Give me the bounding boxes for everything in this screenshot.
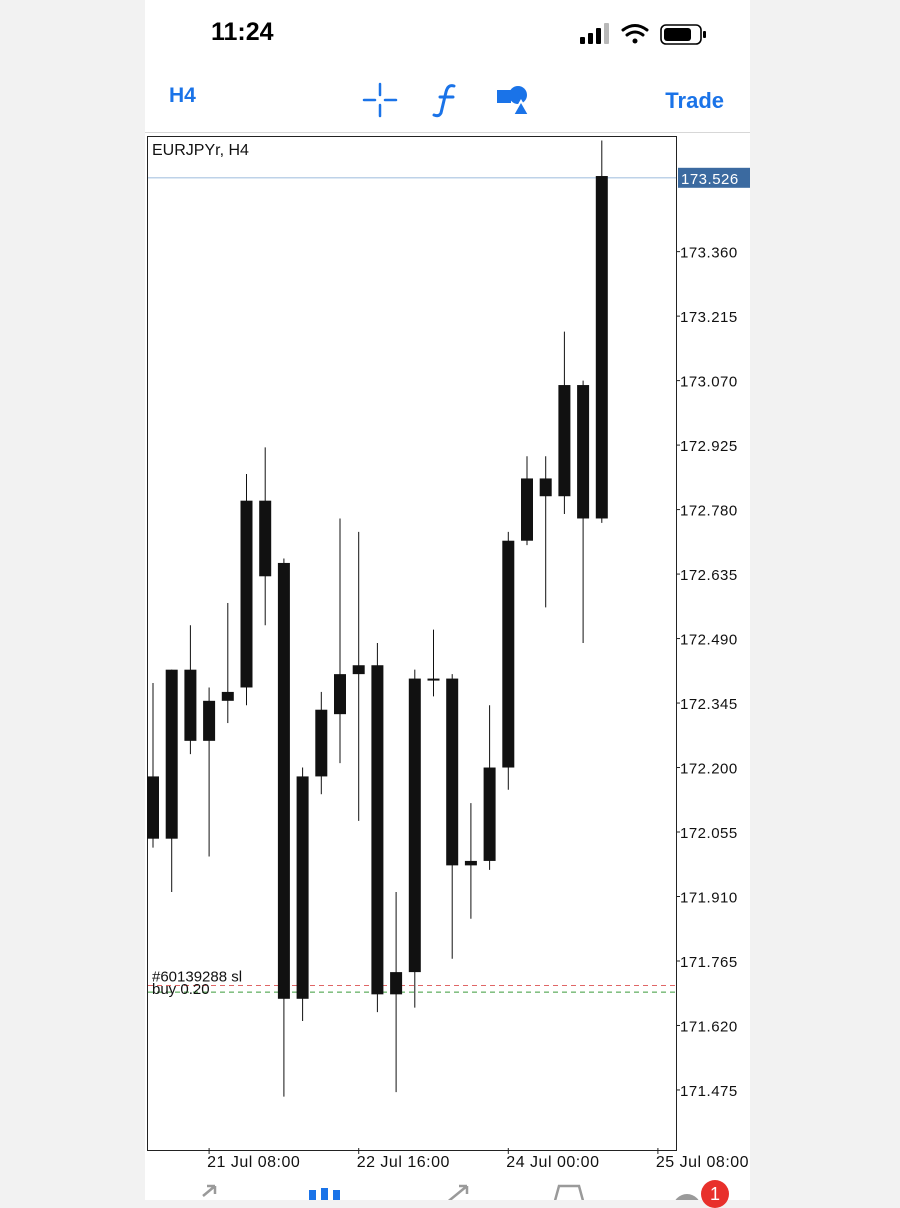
chart-toolbar: H4 Trade	[145, 66, 750, 133]
chart-tab-icon[interactable]	[305, 1182, 345, 1200]
bottom-navigation	[145, 1178, 750, 1200]
status-bar: 11:24	[145, 0, 750, 66]
current-price-tag	[678, 167, 750, 188]
x-tick-label: 21 Jul 08:00	[207, 1154, 300, 1171]
x-tick-label: 22 Jul 16:00	[357, 1154, 450, 1171]
candle-body	[315, 709, 328, 777]
phone-screen: 11:24 H4	[145, 0, 750, 1208]
candle-body	[259, 500, 272, 577]
candle-body	[595, 176, 608, 519]
y-tick-label: 173.070	[680, 374, 738, 391]
y-tick-label: 172.780	[680, 503, 738, 520]
chart-symbol-label: EURJPYr, H4	[152, 142, 249, 159]
y-tick-label: 173.215	[680, 309, 738, 326]
status-time: 11:24	[211, 18, 274, 46]
candle-body	[577, 385, 590, 519]
crosshair-icon[interactable]	[362, 82, 398, 118]
candle-body	[352, 665, 365, 675]
candle-body	[427, 678, 440, 681]
order-line-label: #60139288 sl	[152, 968, 242, 985]
cellular-signal-icon	[580, 23, 609, 44]
wifi-icon	[621, 24, 649, 44]
candle-body	[147, 776, 159, 839]
candle-body	[408, 678, 421, 973]
status-icons	[580, 23, 706, 45]
y-tick-label: 172.200	[680, 761, 738, 778]
candle-body	[371, 665, 384, 995]
x-tick-label: 25 Jul 08:00	[656, 1154, 749, 1171]
candle-body	[390, 972, 403, 995]
history-tab-icon[interactable]	[549, 1182, 589, 1200]
y-tick-label: 171.765	[680, 954, 738, 971]
chart-area[interactable]: EURJPYr, H4	[147, 136, 677, 1151]
y-tick-label: 172.490	[680, 632, 738, 649]
y-tick-label: 173.360	[680, 245, 738, 262]
candle-body	[165, 669, 178, 839]
candle-body	[334, 674, 346, 715]
candle-body	[446, 678, 459, 866]
trade-tab-icon[interactable]	[437, 1182, 477, 1200]
candle-body	[184, 669, 197, 741]
battery-icon	[660, 24, 706, 45]
objects-icon[interactable]	[495, 82, 531, 118]
timeframe-button[interactable]: H4	[169, 84, 196, 107]
y-tick-label: 171.475	[680, 1083, 738, 1100]
candle-body	[221, 691, 234, 701]
quotes-tab-icon[interactable]	[189, 1182, 229, 1200]
y-tick-label: 172.635	[680, 567, 738, 584]
y-tick-label: 172.925	[680, 438, 738, 455]
y-tick-label: 171.910	[680, 890, 738, 907]
settings-tab-icon[interactable]	[667, 1182, 707, 1200]
candlestick-chart: 173.360 173.215 173.070 172.925 172.780 172.6…	[147, 140, 750, 1171]
notification-badge: 1	[701, 1180, 729, 1208]
candle-body	[464, 860, 477, 866]
y-tick-label: 172.055	[680, 825, 738, 842]
candle-body	[296, 776, 309, 999]
candle-body	[502, 540, 515, 768]
y-tick-label: 172.345	[680, 696, 738, 713]
candle-body	[240, 500, 253, 688]
candle-body	[558, 385, 571, 497]
candle-body	[203, 700, 216, 741]
candle-body	[539, 478, 552, 497]
y-tick-label: 171.620	[680, 1018, 738, 1035]
indicators-icon[interactable]	[429, 82, 465, 118]
x-tick-label: 24 Jul 00:00	[506, 1154, 599, 1171]
candle-body	[277, 562, 290, 999]
order-line-label: buy 0.20	[152, 981, 210, 998]
candle-body	[521, 478, 533, 541]
current-price-label: 173.526	[681, 171, 739, 188]
trade-button[interactable]: Trade	[665, 88, 724, 113]
candle-body	[483, 767, 496, 861]
